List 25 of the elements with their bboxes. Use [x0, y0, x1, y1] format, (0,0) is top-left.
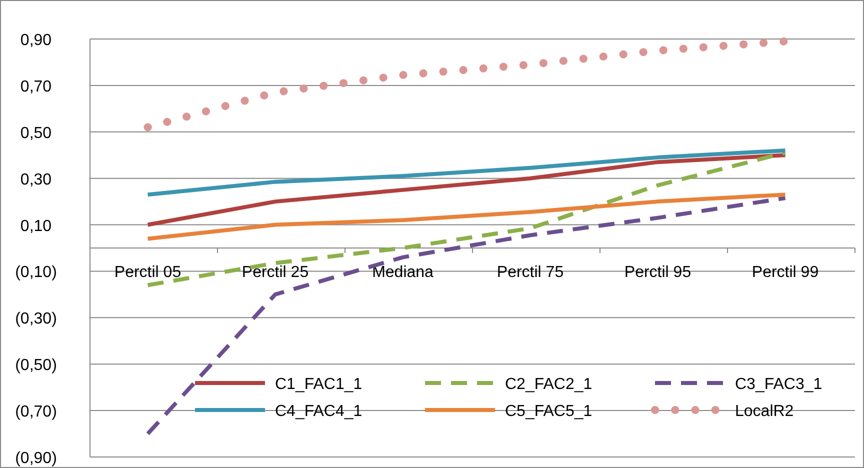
x-tick-label: Mediana: [372, 264, 434, 281]
y-tick-label: 0,30: [20, 171, 52, 188]
line-series: [146, 192, 788, 241]
legend-label: C1_FAC1_1: [275, 376, 362, 393]
legend-label: C2_FAC2_1: [505, 376, 592, 393]
x-tick-label: Perctil 05: [114, 264, 182, 281]
legend-label: C3_FAC3_1: [735, 376, 822, 393]
legend-label: C4_FAC4_1: [275, 403, 362, 420]
y-tick-label: (0,30): [15, 310, 57, 328]
y-tick-label: 0,50: [20, 124, 52, 142]
x-tick-label: Perctil 99: [752, 264, 819, 281]
y-tick-label: (0,10): [15, 264, 57, 282]
legend-label: C5_FAC5_1: [505, 403, 592, 420]
line-series: [146, 153, 788, 227]
legend-label: LocalR2: [735, 403, 794, 420]
y-tick-label: (0,50): [15, 357, 57, 374]
y-tick-label: 0,90: [20, 32, 52, 49]
x-tick-label: Perctil 95: [624, 264, 692, 281]
x-tick-label: Perctil 75: [496, 264, 564, 281]
y-tick-label: 0,70: [20, 78, 52, 96]
y-tick-label: (0,90): [15, 450, 57, 467]
y-tick-label: (0,70): [15, 404, 57, 421]
x-tick-label: Perctil 25: [242, 264, 309, 281]
y-tick-label: 0,10: [20, 218, 52, 235]
line-series: [146, 148, 788, 197]
